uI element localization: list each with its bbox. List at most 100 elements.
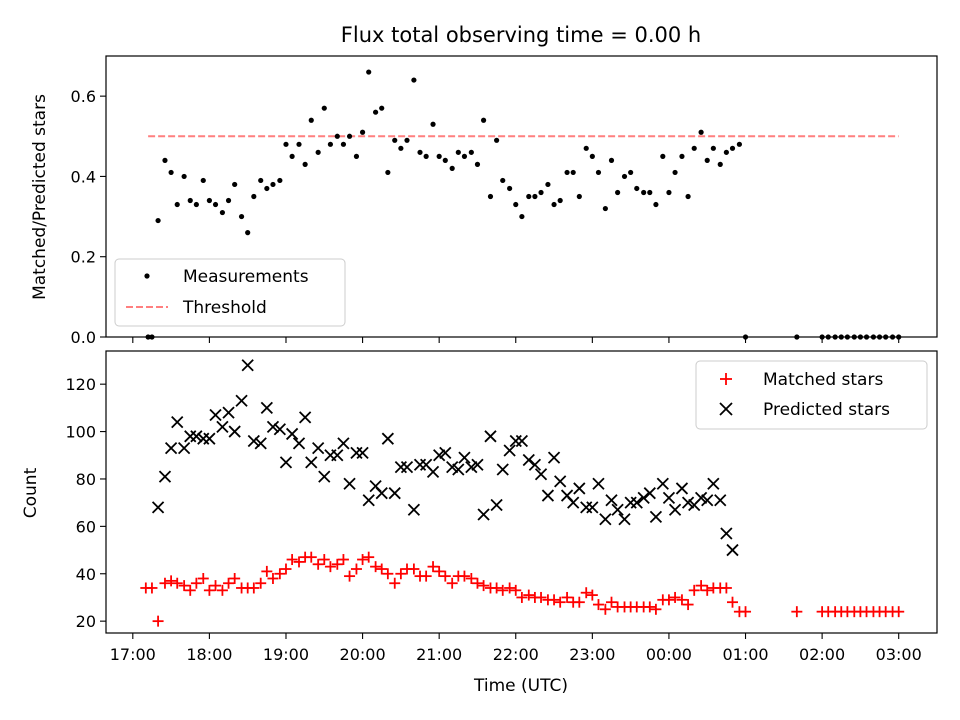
measurement-point [417,149,423,155]
predicted-star-point [184,430,197,443]
measurement-point [225,197,232,204]
measurement-point [219,209,226,216]
predicted-star-point [305,456,318,469]
matched-star-point [720,582,732,594]
ratio-panel: 0.0 0.2 0.4 0.6 Matched/Predicted stars Mea… [30,55,938,347]
matched-star-point [465,572,477,584]
predicted-star-point [618,513,631,526]
matched-star-point [688,584,700,596]
count-y-tick-label: 20 [76,612,96,631]
ratio-axes-frame [105,55,938,338]
predicted-star-point [279,456,293,469]
measurement-point [557,197,563,204]
measurement-point [621,173,628,180]
measurement-point [200,177,206,184]
measurement-point [436,153,442,159]
measurement-point [251,193,257,200]
measurement-point [461,153,468,159]
measurement-point [519,213,525,220]
predicted-star-point [515,434,529,448]
matched-star-point [357,554,369,566]
predicted-legend-label: Predicted stars [763,400,890,420]
matched-star-point [280,563,292,575]
ratio-legend-box [114,258,346,327]
predicted-star-point [630,496,643,509]
predicted-star-point [439,446,452,460]
measurement-point [717,161,723,167]
measurement-point [181,173,187,180]
matched-star-point [312,558,324,570]
matched-star-point [203,584,215,596]
count-legend-box [695,360,928,430]
predicted-star-point [394,460,408,474]
predicted-star-point [247,434,260,448]
threshold-legend-label: Threshold [182,298,267,318]
predicted-star-point [292,437,306,450]
predicted-star-point [235,394,248,407]
count-y-tick-label: 60 [76,517,96,536]
predicted-star-point [528,458,542,471]
matched-star-point [350,563,362,575]
matched-star-point [274,568,286,580]
predicted-star-point [426,465,440,478]
measurement-point [346,133,353,139]
matched-star-point [491,582,503,594]
measurement-point [238,213,245,220]
measurement-point [423,153,429,159]
x-tick-label: 17:00 [110,645,156,664]
measurement-point [487,193,494,200]
predicted-star-point [400,460,414,474]
matched-star-point [791,606,803,618]
predicted-star-point [522,453,535,467]
matched-star-point [605,596,617,608]
ratio-y-tick-label: 0.2 [71,248,96,267]
predicted-star-point [707,477,720,490]
x-tick-label: 23:00 [569,645,615,664]
predicted-star-point [216,420,229,433]
predicted-star-point [592,477,605,490]
predicted-star-point [668,503,682,516]
measurement-point [589,153,595,159]
matched-star-point [497,584,509,596]
measurement-point [366,69,372,75]
matched-star-point [331,558,343,570]
measurement-point [392,137,398,143]
matched-star-point [573,596,585,608]
measurement-point [647,189,653,196]
matched-legend-marker [720,373,732,385]
predicted-star-point [407,503,421,516]
predicted-star-point [534,468,548,481]
predicted-star-point [496,463,509,476]
matched-star-point [504,582,516,594]
predicted-star-point [599,513,612,526]
matched-star-point [210,580,222,592]
predicted-star-point [177,442,191,455]
matched-star-point [446,577,458,589]
measurement-point [615,189,621,196]
measurement-point [321,105,327,111]
count-y-axis: 20 40 60 80 100 120 [65,375,106,631]
measurement-point [494,137,500,143]
ratio-legend: Measurements Threshold [114,258,346,327]
measurement-point [327,141,334,147]
measurement-point [430,121,436,127]
predicted-star-point [222,406,235,419]
measurement-point [634,185,640,192]
matched-star-point [510,584,522,596]
measurement-point [570,169,576,176]
predicted-star-point [241,359,254,372]
matched-star-point [650,603,662,615]
predicted-star-point [298,411,312,424]
predicted-star-point [171,415,184,429]
measurement-point [660,153,666,159]
predicted-star-point [484,430,497,443]
matched-star-point [171,577,183,589]
predicted-star-point [490,498,503,512]
predicted-star-point [624,496,637,509]
predicted-star-point [413,458,427,471]
matched-star-point [458,570,470,582]
matched-star-point [395,568,407,580]
predicted-legend-marker [719,402,733,416]
matched-star-point [382,568,394,580]
count-panel: 20 40 60 80 100 120 17:00 18:00 19:00 20:00 21:00… [21,350,938,696]
